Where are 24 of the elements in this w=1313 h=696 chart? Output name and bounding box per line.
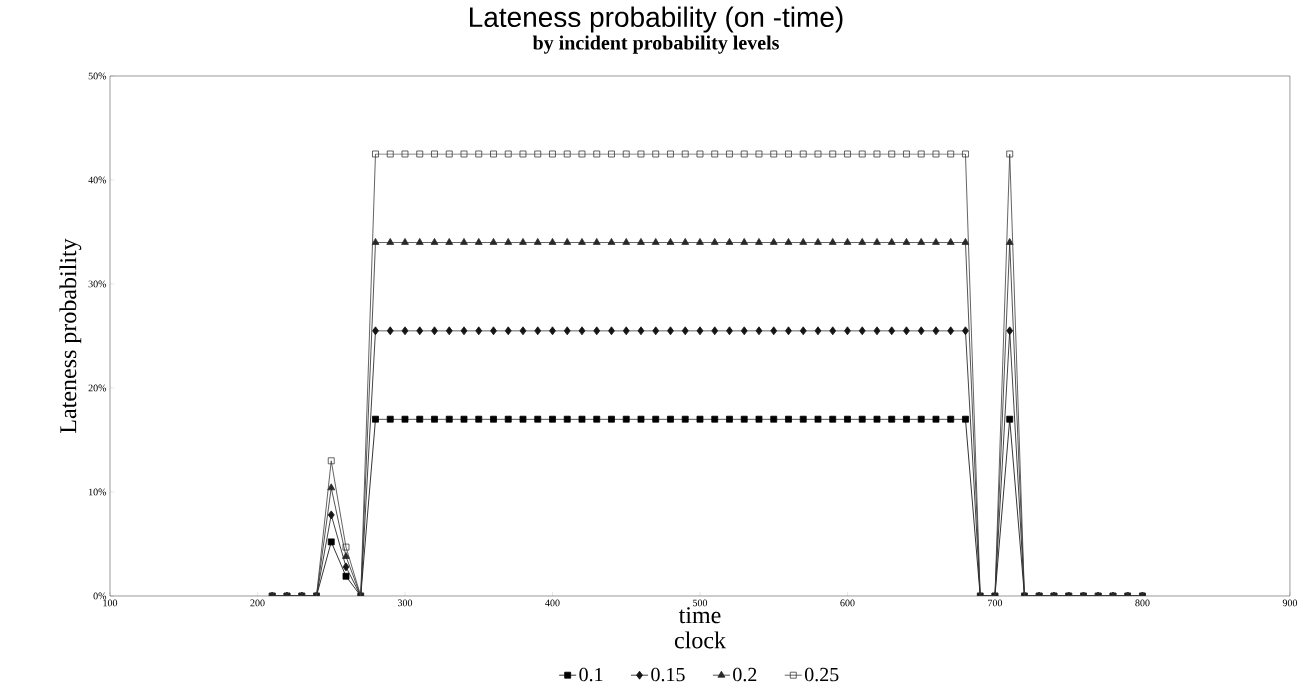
legend-label: 0.15 (651, 667, 685, 682)
x-tick-label: 100 (103, 599, 118, 607)
x-tick-label: 200 (250, 599, 265, 607)
y-axis-title: Lateness probability (59, 238, 82, 433)
x-tick-label: 300 (397, 599, 413, 607)
x-tick-label: 700 (988, 599, 1003, 607)
y-tick-label: 50% (88, 72, 107, 80)
x-tick-label: 600 (840, 599, 855, 607)
y-tick-label: 0% (93, 592, 107, 600)
x-tick-label: 400 (545, 599, 560, 607)
x-tick-label: 900 (1282, 599, 1298, 607)
chart-title: Lateness probability (on -time) (469, 6, 843, 33)
chart-subtitle: by incident probability levels (532, 35, 779, 54)
y-tick-label: 30% (88, 280, 107, 288)
text: clock (674, 631, 727, 649)
legend-label: 0.25 (804, 667, 839, 682)
x-axis-title: time (678, 607, 721, 624)
legend-label: 0.1 (579, 667, 603, 682)
y-tick-label: 40% (88, 176, 107, 184)
y-tick-label: 20% (88, 384, 107, 392)
y-tick-label: 10% (89, 488, 107, 496)
x-tick-label: 500 (693, 599, 708, 607)
x-tick-label: 800 (1135, 599, 1150, 607)
legend-label: 0.2 (733, 667, 757, 682)
